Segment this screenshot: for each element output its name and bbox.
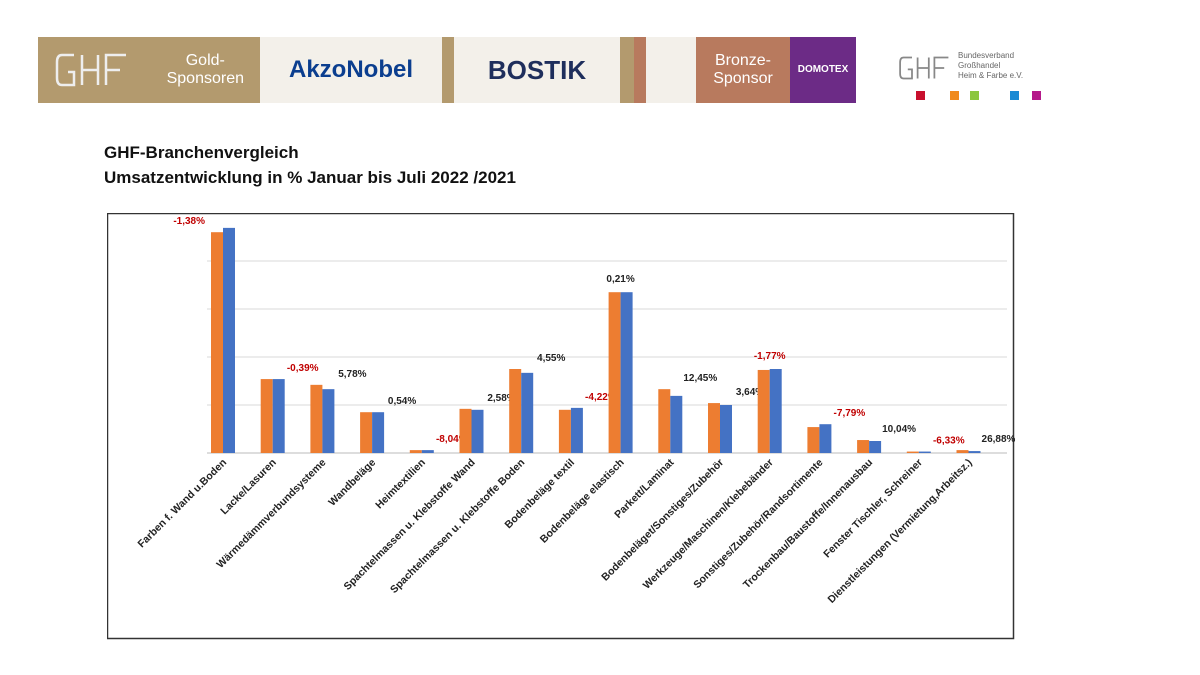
data-label: 0,54% bbox=[388, 396, 416, 407]
bar bbox=[471, 409, 484, 453]
data-label: -1,77% bbox=[754, 351, 786, 362]
bar bbox=[509, 369, 522, 453]
bar bbox=[211, 232, 223, 453]
ghf-outline-logo-icon bbox=[899, 56, 949, 80]
bar bbox=[260, 379, 273, 453]
bostik-logo: BOSTIK bbox=[454, 37, 620, 103]
bar bbox=[322, 389, 335, 453]
data-label: -6,33% bbox=[933, 436, 965, 447]
bar bbox=[807, 427, 820, 453]
bar bbox=[708, 403, 720, 453]
bar bbox=[956, 450, 969, 453]
color-square bbox=[970, 91, 979, 100]
ghf-logo-icon bbox=[55, 53, 126, 87]
bar bbox=[558, 409, 571, 453]
bar bbox=[670, 395, 683, 453]
akzonobel-logo: AkzoNobel bbox=[260, 37, 442, 103]
bar bbox=[360, 412, 373, 453]
color-square bbox=[1010, 91, 1019, 100]
data-label: 10,04% bbox=[882, 424, 916, 435]
bar bbox=[310, 384, 323, 453]
bar bbox=[409, 450, 422, 453]
data-label: -7,79% bbox=[834, 408, 866, 419]
data-label: 4,55% bbox=[537, 353, 565, 364]
bronze-sponsor-label: Bronze- Sponsor bbox=[696, 37, 790, 103]
association-logo: Bundesverband Großhandel Heim & Farbe e.… bbox=[898, 50, 1058, 105]
data-label: 5,78% bbox=[338, 369, 366, 380]
bar bbox=[918, 451, 931, 453]
bar bbox=[857, 440, 870, 453]
data-label: 3,64% bbox=[736, 387, 764, 398]
assoc-line: Bundesverband bbox=[958, 51, 1015, 60]
color-square bbox=[1032, 91, 1041, 100]
gold-sponsor-block: Gold- Sponsoren bbox=[38, 37, 260, 103]
divider bbox=[634, 37, 646, 103]
assoc-line: Großhandel bbox=[958, 61, 1001, 70]
bar bbox=[906, 451, 919, 453]
assoc-line: Heim & Farbe e.V. bbox=[958, 71, 1024, 80]
bar bbox=[757, 369, 770, 453]
divider bbox=[442, 37, 454, 103]
chart-title-line2: Umsatzentwicklung in % Januar bis Juli 2… bbox=[104, 168, 516, 187]
bar bbox=[570, 407, 583, 453]
domotex-logo: DOMOTEX bbox=[790, 37, 856, 103]
chart-title-line1: GHF-Branchenvergleich bbox=[104, 143, 299, 162]
bar bbox=[720, 405, 732, 453]
bar bbox=[869, 441, 882, 453]
data-label: -8,04% bbox=[436, 434, 468, 445]
gold-sponsor-label: Gold- Sponsoren bbox=[166, 52, 244, 87]
bar bbox=[372, 412, 385, 453]
bar bbox=[223, 227, 235, 453]
spacer bbox=[646, 37, 696, 103]
bar bbox=[421, 450, 434, 453]
bar-chart: -1,38%Farben f. Wand u.Boden-0,39%Lacke/… bbox=[107, 213, 1015, 640]
bar bbox=[968, 451, 981, 453]
bar bbox=[769, 369, 782, 453]
divider bbox=[620, 37, 634, 103]
bar bbox=[521, 372, 534, 453]
color-square bbox=[916, 91, 925, 100]
data-label: 26,88% bbox=[982, 434, 1015, 445]
data-label: -4,22% bbox=[585, 392, 617, 403]
bar bbox=[272, 379, 285, 453]
data-label: 0,21% bbox=[606, 274, 634, 285]
data-label: 2,58% bbox=[487, 393, 515, 404]
bar bbox=[819, 424, 832, 453]
data-label: -0,39% bbox=[287, 363, 319, 374]
bar bbox=[608, 292, 621, 453]
data-label: 12,45% bbox=[683, 373, 717, 384]
bar bbox=[459, 408, 472, 453]
color-square bbox=[950, 91, 959, 100]
bar bbox=[658, 389, 671, 453]
bar bbox=[620, 292, 633, 453]
data-label: -1,38% bbox=[173, 216, 205, 227]
